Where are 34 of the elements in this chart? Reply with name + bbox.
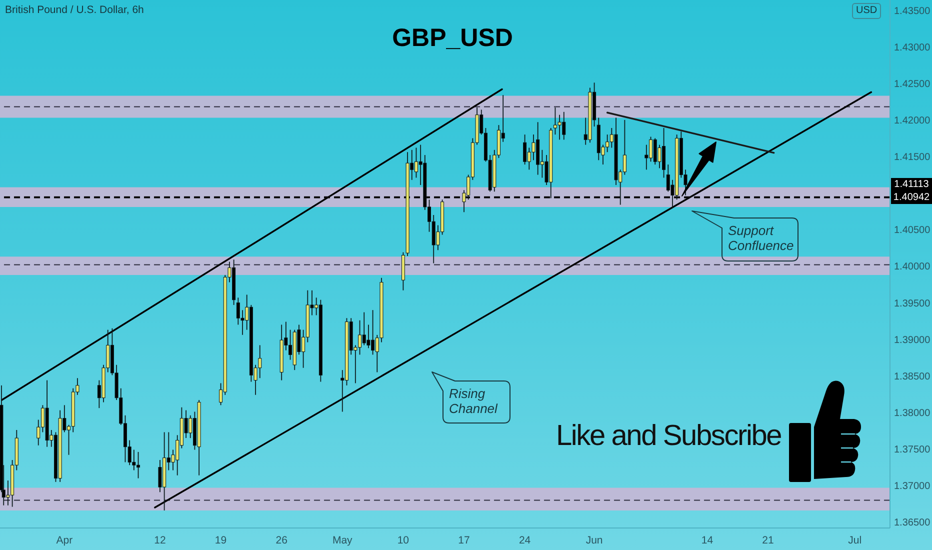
y-tick-label: 1.42500 — [894, 78, 931, 90]
y-axis-title: USD — [852, 3, 882, 19]
x-tick-label: 12 — [154, 534, 166, 546]
y-tick-label: 1.40000 — [894, 262, 931, 273]
x-tick-label: 24 — [518, 534, 531, 546]
x-tick-label: 26 — [276, 534, 288, 546]
annotation: Support Confluence — [728, 223, 794, 253]
x-tick-label: 17 — [458, 534, 470, 546]
y-tick-label: 1.43500 — [894, 6, 931, 17]
y-tick-label: 1.39500 — [894, 298, 931, 310]
y-tick-label: 1.38000 — [894, 408, 931, 420]
chart-subtitle: British Pound / U.S. Dollar, 6h — [5, 4, 144, 16]
y-tick-label: 1.43000 — [894, 42, 931, 54]
text: GBP_USD — [392, 24, 513, 52]
y-tick-label: 1.41500 — [894, 152, 931, 164]
x-tick-label: Jul — [848, 534, 862, 546]
x-tick-label: 10 — [397, 534, 410, 546]
y-tick-label: 1.38500 — [894, 371, 931, 382]
y-tick-label: 1.37000 — [894, 481, 931, 492]
x-tick-label: May — [332, 534, 354, 546]
y-tick-label: 1.39000 — [894, 334, 931, 346]
y-tick-label: 1.40500 — [894, 225, 931, 236]
x-tick-label: 14 — [701, 534, 714, 546]
annotation: Like and Subscribe — [556, 419, 782, 454]
x-tick-label: 21 — [762, 534, 774, 546]
y-tick-label: 1.36500 — [894, 518, 931, 529]
x-tick-label: Apr — [56, 534, 74, 546]
y-tick-label: 1.42000 — [894, 115, 931, 126]
annotation: Rising Channel — [449, 386, 499, 416]
ref-line-label: 1.40942 — [891, 190, 932, 204]
x-tick-label: 19 — [214, 534, 227, 546]
y-tick-label: 1.37500 — [894, 444, 931, 456]
x-tick-label: Jun — [586, 534, 603, 546]
annotation: 1.41113 — [891, 178, 932, 192]
